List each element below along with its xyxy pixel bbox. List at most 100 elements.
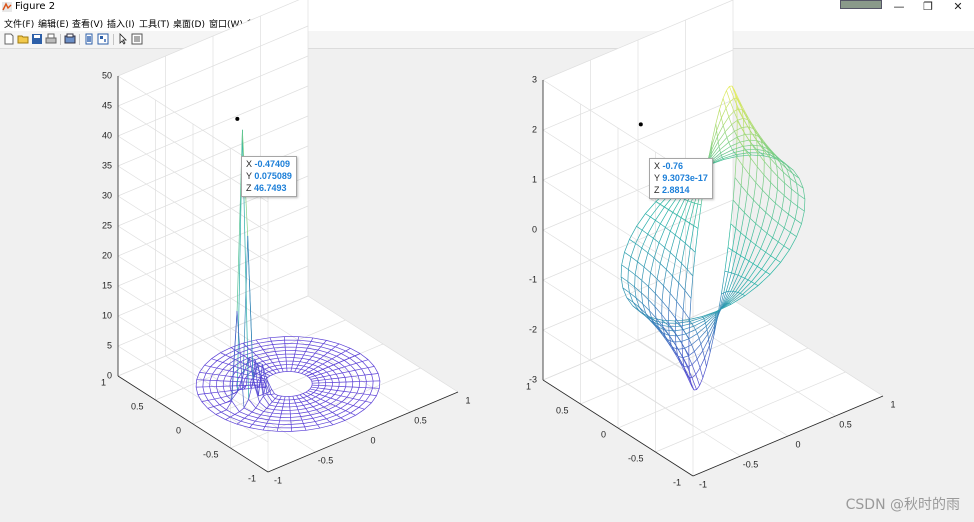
surface-mesh-line — [292, 395, 297, 397]
print-icon[interactable] — [45, 33, 57, 45]
gridline — [542, 49, 734, 131]
surface-mesh-line — [323, 343, 336, 348]
surface-mesh-line — [274, 409, 283, 411]
menu-file[interactable]: 文件(F) — [4, 20, 35, 30]
gridline — [542, 199, 734, 281]
surface-mesh-line — [263, 379, 268, 395]
maximize-button[interactable]: ❐ — [923, 0, 933, 13]
surface-mesh-line — [743, 119, 751, 131]
surface-mesh-line — [802, 188, 806, 200]
surface-mesh-line — [308, 377, 311, 380]
surface-mesh-line — [757, 152, 765, 162]
select-pointer-icon[interactable] — [117, 33, 129, 45]
link-plot-icon[interactable] — [83, 33, 95, 45]
surface-mesh-line — [632, 305, 639, 311]
surface-mesh-line — [781, 208, 789, 215]
menu-window[interactable]: 窗口(W) — [209, 20, 243, 30]
surface-mesh-line — [315, 401, 320, 405]
surface-mesh-line — [751, 268, 762, 282]
surface-mesh-line — [202, 386, 205, 394]
minimize-button[interactable]: — — [893, 0, 905, 13]
x-tick-label: 0 — [795, 439, 800, 449]
surface-mesh-line — [745, 113, 753, 125]
surface-mesh-line — [322, 366, 329, 370]
surface-mesh-line — [770, 255, 776, 260]
surface-mesh-line — [775, 258, 781, 263]
surface-mesh-line — [668, 293, 671, 310]
surface-mesh-line — [207, 400, 214, 407]
surface-mesh-line — [296, 343, 298, 348]
surface-mesh-line — [336, 399, 343, 403]
surface-mesh-line — [239, 348, 250, 354]
surface-mesh-line — [675, 234, 681, 240]
surface-mesh-line — [264, 426, 279, 429]
surface-mesh-line — [733, 98, 739, 110]
menu-desktop[interactable]: 桌面(D) — [173, 20, 205, 30]
surface-mesh-line — [302, 391, 306, 394]
surface-mesh-line — [263, 391, 270, 395]
surface-mesh-line — [271, 409, 275, 414]
surface-mesh-line — [748, 244, 757, 262]
surface-mesh-line — [296, 364, 299, 369]
surface-mesh-line — [744, 263, 754, 279]
surface-mesh-line — [752, 248, 761, 264]
surface-mesh-line — [732, 145, 744, 151]
surface-mesh-line — [259, 396, 264, 403]
surface-mesh-line — [770, 182, 778, 190]
surface-mesh-line — [726, 90, 731, 102]
surface-mesh-line — [706, 352, 711, 367]
surface-mesh-line — [689, 317, 704, 322]
surface-mesh-line — [252, 384, 260, 388]
surface-mesh-line — [209, 386, 212, 394]
surface-mesh-line — [647, 299, 650, 311]
surface-mesh-line — [720, 291, 727, 310]
surface-mesh-line — [792, 173, 800, 179]
save-icon[interactable] — [31, 33, 43, 45]
surface-mesh-line — [645, 313, 653, 321]
surface-mesh-line — [709, 335, 715, 353]
surface-mesh-line — [770, 169, 779, 177]
datatip-left[interactable]: X -0.47409 Y 0.075089 Z 46.7493 — [241, 156, 297, 197]
surface-mesh-line — [747, 192, 754, 201]
surface-mesh-line — [356, 363, 362, 370]
close-button[interactable]: ✕ — [953, 0, 963, 13]
surface-mesh-line — [235, 359, 241, 363]
surface-mesh-line — [327, 361, 334, 366]
property-inspector-icon[interactable] — [131, 33, 143, 45]
insert-colorbar-icon[interactable] — [97, 33, 109, 45]
surface-mesh-line — [669, 234, 676, 253]
surface-mesh-line — [757, 274, 771, 286]
surface-mesh-line — [320, 398, 326, 402]
surface-mesh-line — [303, 351, 306, 356]
surface-mesh-line — [300, 365, 305, 370]
surface-mesh-line — [242, 339, 257, 344]
surface-mesh-line — [226, 409, 235, 415]
surface-mesh-line — [641, 216, 651, 231]
surface-mesh-line — [685, 220, 690, 224]
surface-mesh-line — [658, 227, 666, 243]
surface-mesh-line — [775, 189, 778, 204]
surface-mesh-line — [290, 412, 300, 415]
surface-mesh-line — [281, 406, 284, 411]
surface-mesh-line — [218, 374, 226, 377]
surface-mesh-line — [299, 413, 302, 417]
menu-tools[interactable]: 工具(T) — [139, 20, 170, 30]
surface-mesh-line — [290, 419, 303, 422]
menu-view[interactable]: 查看(V) — [72, 20, 104, 30]
surface-mesh-line — [324, 395, 331, 399]
menu-insert[interactable]: 插入(I) — [107, 20, 135, 30]
surface-mesh-line — [691, 338, 700, 345]
surface-mesh-line — [728, 142, 731, 147]
surface-mesh-line — [268, 369, 273, 373]
gridline — [655, 371, 846, 453]
surface-mesh-line — [777, 208, 783, 224]
print-preview-icon[interactable] — [64, 33, 76, 45]
surface-mesh-line — [685, 201, 692, 221]
new-figure-icon[interactable] — [3, 33, 15, 45]
y-tick-label: 1 — [101, 377, 106, 387]
open-file-icon[interactable] — [17, 33, 29, 45]
surface-mesh-line — [353, 398, 360, 401]
datatip-right[interactable]: X -0.76 Y 9.3073e-17 Z 2.8814 — [649, 158, 713, 199]
menu-edit[interactable]: 编辑(E) — [38, 20, 69, 30]
